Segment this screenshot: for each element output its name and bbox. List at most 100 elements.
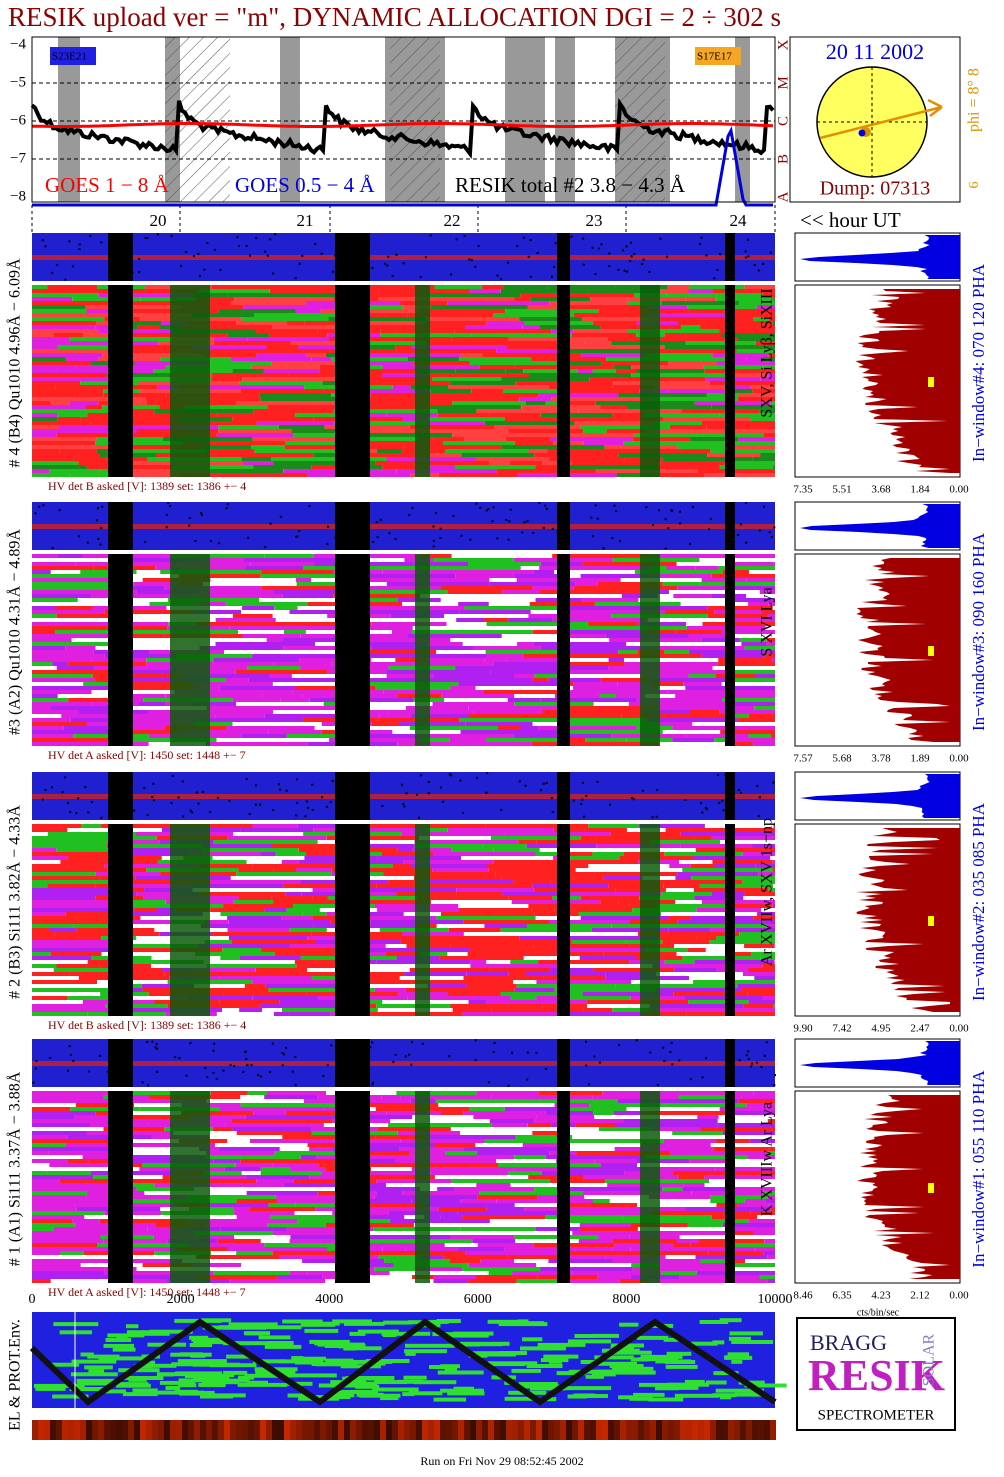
heatmap-cell (49, 1163, 109, 1167)
heatmap-cell (766, 1151, 775, 1155)
heatmap-cell (364, 1251, 448, 1255)
heatmap-cell (59, 425, 143, 429)
strip-noise (500, 808, 503, 811)
heatmap-cell (744, 892, 775, 896)
strip-noise (295, 814, 298, 817)
heatmap-cell (329, 337, 422, 341)
heatmap-cell (121, 321, 161, 325)
strip-noise (705, 1057, 708, 1060)
heatmap-cell (220, 912, 303, 916)
heatmap-cell (646, 948, 688, 952)
heatmap-cell (695, 848, 775, 852)
strip-noise (492, 506, 495, 509)
strip-noise (278, 783, 281, 786)
heatmap-cell (626, 848, 696, 852)
heatmap-cell (32, 582, 134, 586)
env-strip (638, 1420, 644, 1440)
heatmap-cell (357, 558, 405, 562)
strip-noise (716, 269, 719, 272)
strip-noise (551, 527, 554, 530)
env-strip (398, 1420, 404, 1440)
heatmap-cell (383, 365, 480, 369)
strip-noise (429, 234, 432, 237)
heatmap-cell (241, 1171, 261, 1175)
heatmap-cell (748, 734, 771, 738)
heatmap-cell (731, 445, 775, 449)
strip-noise (613, 504, 616, 507)
strip-noise (769, 251, 772, 254)
scale-label: 4.23 (871, 1290, 891, 1302)
heatmap-cell (380, 329, 397, 333)
heatmap-cell (467, 1279, 517, 1283)
heatmap-cell (313, 453, 353, 457)
env-strip (134, 1420, 140, 1440)
heatmap-cell (721, 333, 775, 337)
heatmap-cell (232, 417, 314, 421)
heatmap-cell (714, 864, 756, 868)
strip-noise (427, 780, 430, 783)
gap-black (108, 824, 133, 1016)
strip-noise (146, 1041, 149, 1044)
heatmap-cell (421, 337, 452, 341)
heatmap-cell (469, 948, 562, 952)
heatmap-cell (484, 421, 575, 425)
heatmap-cell (767, 1119, 775, 1123)
heatmap-cell (117, 1115, 190, 1119)
heatmap-cell (702, 421, 775, 425)
heatmap-cell (438, 1103, 506, 1107)
heatmap-cell (199, 646, 284, 650)
heatmap-cell (575, 868, 637, 872)
heatmap-cell (211, 880, 301, 884)
strip-noise (487, 507, 490, 510)
heatmap-cell (211, 1251, 237, 1255)
env-strip (530, 1420, 536, 1440)
heatmap-cell (420, 594, 521, 598)
heatmap-cell (333, 594, 421, 598)
hist-small (800, 774, 960, 818)
gap-black (557, 824, 570, 1016)
env-strip (488, 1420, 494, 1440)
heatmap-cell (573, 876, 604, 880)
heatmap-cell (75, 1103, 134, 1107)
heatmap-cell (242, 377, 297, 381)
heatmap-cell (627, 329, 720, 333)
logo-right: SOLAR (921, 1333, 938, 1386)
strip-noise (758, 529, 761, 532)
env-blob (666, 1351, 692, 1356)
heatmap-cell (460, 730, 559, 734)
heatmap-cell (362, 734, 420, 738)
heatmap-cell (724, 441, 775, 445)
env-blob (332, 1319, 372, 1324)
strip-noise (86, 541, 89, 544)
heatmap-cell (744, 1199, 766, 1203)
heatmap-cell (708, 1251, 764, 1255)
heatmap-cell (722, 554, 775, 558)
heatmap-cell (76, 1207, 114, 1211)
strip-noise (684, 798, 687, 801)
heatmap-cell (32, 952, 51, 956)
heatmap-cell (550, 1179, 606, 1183)
strip-noise (641, 263, 644, 266)
heatmap-cell (743, 1004, 774, 1008)
heatmap-cell (82, 445, 118, 449)
strip-noise (78, 243, 81, 246)
heatmap-cell (289, 944, 308, 948)
strip-noise (64, 776, 67, 779)
heatmap-cell (50, 570, 81, 574)
heatmap-cell (32, 682, 84, 686)
heatmap-cell (651, 554, 723, 558)
strip-noise (746, 238, 749, 241)
heatmap-cell (233, 900, 274, 904)
heatmap-cell (593, 702, 629, 706)
strip-noise (402, 262, 405, 265)
heatmap-cell (342, 976, 400, 980)
heatmap-cell (207, 385, 305, 389)
heatmap-cell (67, 864, 105, 868)
heatmap-cell (464, 606, 557, 610)
heatmap-cell (766, 642, 775, 646)
env-blob (511, 1368, 541, 1373)
heatmap-cell (186, 996, 253, 1000)
heatmap-cell (256, 421, 335, 425)
heatmap-cell (32, 1163, 50, 1167)
heatmap-cell (593, 1111, 614, 1115)
